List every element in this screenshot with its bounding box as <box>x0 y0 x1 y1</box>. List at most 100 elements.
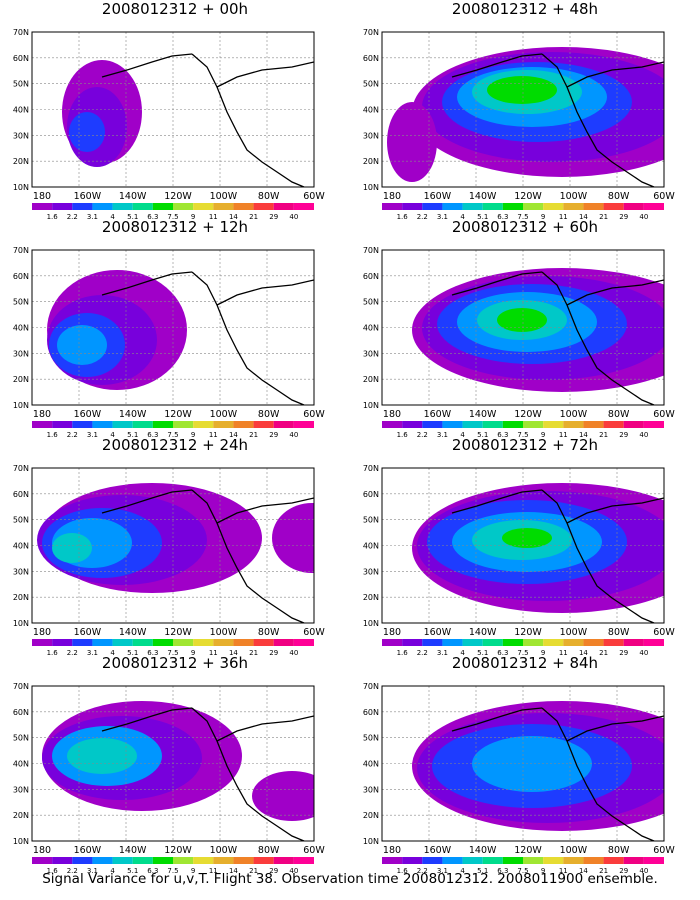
coastline <box>451 707 543 732</box>
colorbar-label: 40 <box>639 649 648 656</box>
lat-tick-label: 70N <box>13 28 29 37</box>
plot-area: 70N 60N 50N 40N 30N 20N 10N 180 160W 140W 120W 100W… <box>13 246 326 438</box>
lon-tick-label: 180 <box>33 627 51 638</box>
coastline <box>451 53 543 78</box>
lat-tick-label: 40N <box>363 106 379 115</box>
colorbar-label: 29 <box>619 867 628 874</box>
coastline <box>451 271 543 296</box>
colorbar-swatch <box>442 203 463 210</box>
colorbar-swatch <box>643 639 664 646</box>
colorbar-label: 6.3 <box>497 649 508 656</box>
colorbar-label: 3.1 <box>437 867 448 874</box>
lon-tick-label: 160W <box>424 845 452 856</box>
colorbar-swatch <box>482 857 503 864</box>
lat-tick-label: 30N <box>363 567 379 576</box>
colorbar-label: 5.1 <box>127 213 138 220</box>
colorbar-label: 11 <box>559 867 568 874</box>
lat-tick-label: 40N <box>363 760 379 769</box>
colorbar-swatch <box>253 421 274 428</box>
lon-tick-label: 60W <box>303 845 325 856</box>
colorbar-label: 40 <box>639 867 648 874</box>
colorbar-swatch <box>543 639 564 646</box>
panel-title: 2008012312 + 36h <box>101 654 249 672</box>
map-panel: 2008012312 + 24h 70N 60N 50N 40N 30N 20N 10N 18… <box>0 436 350 656</box>
colorbar-label: 21 <box>599 649 608 656</box>
lon-tick-label: 60W <box>303 191 325 202</box>
plot-area: 70N 60N 50N 40N 30N 20N 10N 180 160W 140W 120W 100W… <box>13 28 326 220</box>
lon-tick-label: 100W <box>560 845 588 856</box>
colorbar-label: 5.1 <box>127 431 138 438</box>
lon-tick-label: 140W <box>469 191 497 202</box>
colorbar-swatch <box>213 421 234 428</box>
coastline <box>101 53 193 78</box>
colorbar-swatch <box>442 639 463 646</box>
colorbar-swatch <box>132 421 153 428</box>
lon-tick-label: 80W <box>608 409 630 420</box>
colorbar-label: 4 <box>110 867 115 874</box>
colorbar-swatch <box>132 639 153 646</box>
lat-tick-label: 60N <box>363 708 379 717</box>
colorbar-swatch <box>112 203 133 210</box>
variance-contour <box>69 112 105 152</box>
colorbar-label: 9 <box>541 431 545 438</box>
lon-tick-label: 80W <box>258 191 280 202</box>
lon-tick-label: 140W <box>469 845 497 856</box>
colorbar-swatch <box>273 857 294 864</box>
colorbar-label: 9 <box>191 649 195 656</box>
colorbar-swatch <box>233 857 254 864</box>
colorbar-swatch <box>643 203 664 210</box>
colorbar-swatch <box>623 421 644 428</box>
lat-tick-label: 10N <box>363 401 379 410</box>
colorbar-label: 29 <box>269 649 278 656</box>
colorbar-swatch <box>173 203 194 210</box>
colorbar-swatch <box>603 857 624 864</box>
colorbar-label: 9 <box>191 867 195 874</box>
colorbar-label: 11 <box>209 649 218 656</box>
colorbar-swatch <box>402 857 423 864</box>
lat-tick-label: 10N <box>363 619 379 628</box>
colorbar-label: 14 <box>229 213 238 220</box>
colorbar-swatch <box>173 639 194 646</box>
colorbar-swatch <box>193 857 214 864</box>
colorbar-label: 3.1 <box>437 649 448 656</box>
lon-tick-label: 100W <box>210 627 238 638</box>
lat-tick-label: 50N <box>13 80 29 89</box>
colorbar-swatch <box>482 639 503 646</box>
colorbar-label: 5.1 <box>127 867 138 874</box>
colorbar-label: 21 <box>249 649 258 656</box>
colorbar-swatch <box>543 421 564 428</box>
panel-map: 70N 60N 50N 40N 30N 20N 10N 180 160W 140W 120W 100W… <box>13 682 326 874</box>
coastline <box>191 53 305 187</box>
colorbar-swatch <box>422 639 443 646</box>
lon-tick-label: 160W <box>74 409 102 420</box>
lon-tick-label: 140W <box>119 409 147 420</box>
lat-tick-label: 50N <box>13 516 29 525</box>
lon-tick-label: 160W <box>424 409 452 420</box>
variance-contour <box>57 325 107 365</box>
colorbar-swatch <box>502 857 523 864</box>
colorbar-label: 40 <box>289 649 298 656</box>
colorbar-swatch <box>563 639 584 646</box>
colorbar-label: 21 <box>249 431 258 438</box>
colorbar-label: 7.5 <box>167 867 178 874</box>
variance-contour <box>387 102 437 182</box>
panel-title: 2008012312 + 00h <box>101 0 249 18</box>
colorbar-label: 14 <box>579 649 588 656</box>
lon-tick-label: 180 <box>383 409 401 420</box>
lat-tick-label: 60N <box>363 490 379 499</box>
panel-map: 70N 60N 50N 40N 30N 20N 10N 180 160W 140W 120W 100W… <box>13 246 326 438</box>
panel-title: 2008012312 + 60h <box>451 218 599 236</box>
panel-map: 70N 60N 50N 40N 30N 20N 10N 180 160W 140W 120W 100W… <box>363 246 676 438</box>
colorbar-label: 3.1 <box>87 213 98 220</box>
colorbar-label: 9 <box>191 213 195 220</box>
lon-tick-label: 60W <box>653 191 675 202</box>
colorbar-swatch <box>213 857 234 864</box>
lat-tick-label: 50N <box>363 516 379 525</box>
lat-tick-label: 40N <box>13 542 29 551</box>
coastline <box>191 489 305 623</box>
coastline <box>216 715 314 742</box>
colorbar-swatch <box>402 203 423 210</box>
lat-tick-label: 20N <box>13 375 29 384</box>
colorbar-label: 3.1 <box>437 431 448 438</box>
colorbar-swatch <box>563 857 584 864</box>
